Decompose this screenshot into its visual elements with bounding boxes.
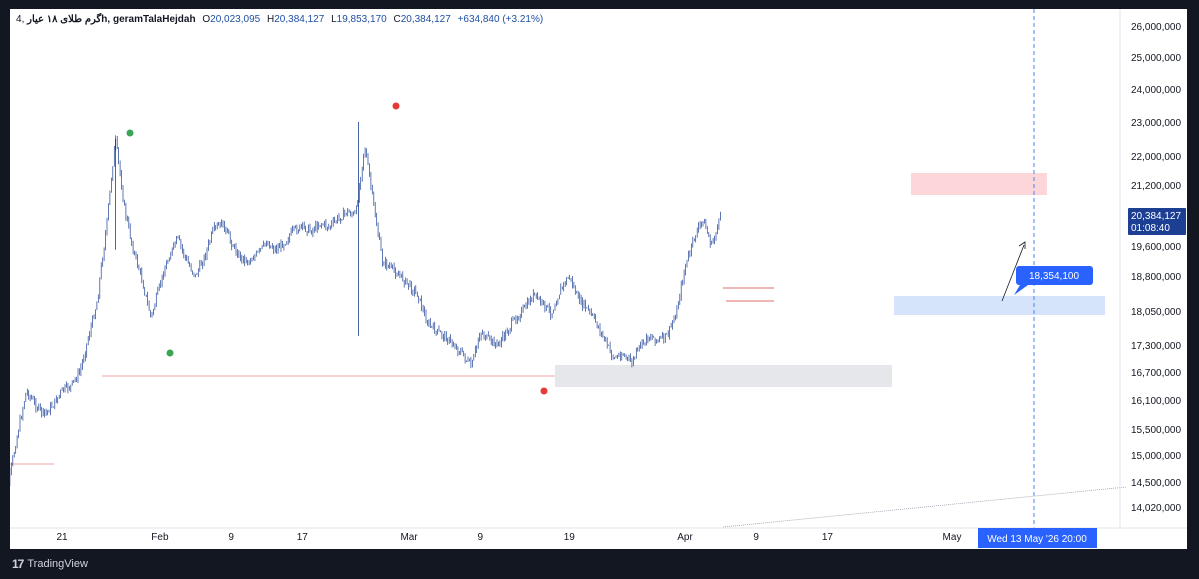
price-tick-11: 16,100,000 — [1131, 396, 1181, 407]
low-label: L — [331, 14, 337, 25]
tradingview-logo-icon: 17 — [12, 557, 24, 571]
pivot-low-green — [166, 349, 174, 357]
change-value: +634,840 (+3.21%) — [457, 14, 544, 25]
time-tick-7: Apr — [677, 532, 693, 543]
time-tick-6: 19 — [564, 532, 576, 543]
price-tick-2: 24,000,000 — [1131, 85, 1181, 96]
price-tick-1: 25,000,000 — [1131, 53, 1181, 64]
chart-drawings: 18,354,100 — [10, 9, 1127, 528]
low-value: 19,853,170 — [336, 14, 387, 25]
time-tick-1: Feb — [151, 532, 169, 543]
time-tick-9: 17 — [822, 532, 834, 543]
time-axis[interactable]: 21 Feb 9 17 Mar 9 19 Apr 9 17 May Wed 13 May '26 20… — [10, 527, 1187, 548]
projection-arrow — [1001, 244, 1025, 302]
crosshair-date-bg — [978, 528, 1097, 548]
time-tick-8: 9 — [753, 532, 759, 543]
pivot-high-red — [392, 102, 400, 110]
brand[interactable]: 17 TradingView — [12, 557, 88, 571]
price-tick-10: 16,700,000 — [1131, 368, 1181, 379]
support-zone — [555, 365, 892, 387]
time-tick-4: Mar — [400, 532, 418, 543]
current-price-label: 20,384,127 — [1131, 211, 1181, 222]
candle-series — [10, 122, 721, 486]
price-tick-3: 23,000,000 — [1131, 118, 1181, 129]
price-callout-pointer — [1014, 285, 1028, 295]
price-tick-4: 22,000,000 — [1131, 152, 1181, 163]
crosshair-date-label: Wed 13 May '26 20:00 — [987, 534, 1087, 545]
time-tick-0: 21 — [56, 532, 68, 543]
price-chart[interactable]: 18,354,100 26,000,000 25,000,000 24,000,00… — [10, 9, 1187, 549]
open-label: O — [202, 14, 211, 25]
price-tick-0: 26,000,000 — [1131, 22, 1181, 33]
pivot-low-red — [540, 387, 548, 395]
resistance-zone — [911, 173, 1047, 195]
high-label: H — [267, 14, 275, 25]
crosshair-date-badge: Wed 13 May '26 20:00 — [978, 528, 1097, 548]
close-value: 20,384,127 — [400, 14, 451, 25]
high-value: 20,384,127 — [274, 14, 325, 25]
countdown-label: 01:08:40 — [1131, 223, 1170, 234]
price-tick-7: 18,800,000 — [1131, 272, 1181, 283]
price-callout-label: 18,354,100 — [1029, 271, 1079, 282]
pivot-high-green — [126, 129, 134, 137]
chart-frame[interactable]: 18,354,100 26,000,000 25,000,000 24,000,00… — [10, 9, 1187, 549]
brand-name: TradingView — [27, 558, 88, 570]
price-callout: 18,354,100 — [1014, 266, 1093, 295]
time-tick-3: 17 — [297, 532, 309, 543]
interval-label: 4 — [16, 14, 22, 25]
price-tick-8: 18,050,000 — [1131, 307, 1181, 318]
pivot-markers — [126, 102, 548, 395]
price-tick-15: 14,020,000 — [1131, 503, 1181, 514]
price-tick-13: 15,000,000 — [1131, 451, 1181, 462]
price-tick-5: 21,200,000 — [1131, 181, 1181, 192]
footer-bar: 17 TradingView — [0, 549, 1199, 579]
open-value: 20,023,095 — [210, 14, 261, 25]
price-tick-14: 14,500,000 — [1131, 478, 1181, 489]
projection-arrowhead — [1018, 241, 1026, 249]
trend-line — [722, 486, 1127, 528]
symbol-name: گرم طلای ۱۸ عیار — [27, 14, 102, 25]
close-label: C — [393, 14, 401, 25]
symbol-suffix: h, geramTalaHejdah — [101, 14, 196, 25]
time-tick-2: 9 — [228, 532, 234, 543]
price-tick-9: 17,300,000 — [1131, 341, 1181, 352]
price-callout-bg — [1016, 266, 1093, 285]
price-tick-6: 19,600,000 — [1131, 242, 1181, 253]
price-tick-12: 15,500,000 — [1131, 425, 1181, 436]
demand-zone — [894, 296, 1105, 315]
current-price-bg — [1128, 208, 1186, 235]
price-axis[interactable]: 26,000,000 25,000,000 24,000,000 23,000,000… — [1119, 9, 1186, 528]
time-tick-10: May — [943, 532, 962, 543]
time-tick-5: 9 — [478, 532, 484, 543]
symbol-legend[interactable]: 4, گرم طلای ۱۸ عیارh, geramTalaHejdah O2… — [16, 14, 544, 25]
